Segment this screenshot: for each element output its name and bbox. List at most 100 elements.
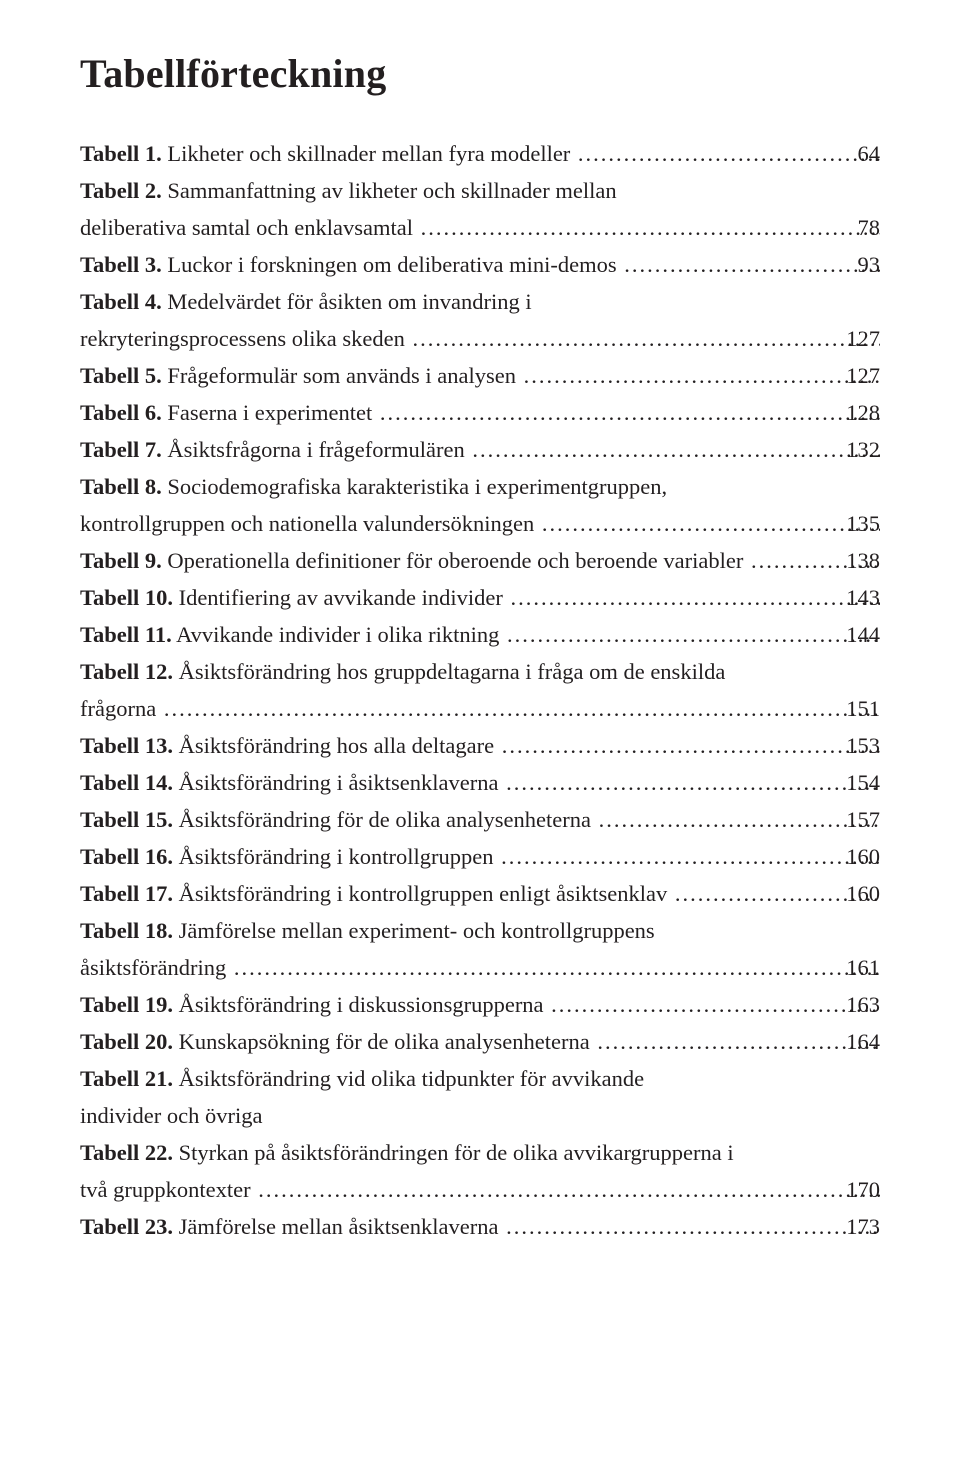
toc-entry-label: Tabell 10. (80, 585, 173, 610)
toc-entry-text: Tabell 5. Frågeformulär som används i an… (80, 363, 880, 388)
toc-entry-line: 157Tabell 15. Åsiktsförändring för de ol… (80, 801, 880, 838)
toc-entry-desc: rekryteringsprocessens olika skeden (80, 326, 405, 351)
toc-entry-label: Tabell 5. (80, 363, 162, 388)
toc-entry-line: 154Tabell 14. Åsiktsförändring i åsiktse… (80, 764, 880, 801)
toc-entry-line: Tabell 8. Sociodemografiska karakteristi… (80, 468, 880, 505)
toc-entry-label: Tabell 8. (80, 474, 162, 499)
toc-entry-label: Tabell 14. (80, 770, 173, 795)
table-of-contents: 64Tabell 1. Likheter och skillnader mell… (80, 135, 880, 1245)
toc-entry-label: Tabell 21. (80, 1066, 173, 1091)
toc-entry-line: Tabell 21. Åsiktsförändring vid olika ti… (80, 1060, 880, 1097)
toc-entry-line: 128Tabell 6. Faserna i experimentet (80, 394, 880, 431)
toc-entry-text: Tabell 7. Åsiktsfrågorna i frågeformulär… (80, 437, 880, 462)
toc-entry-desc: Åsiktsförändring vid olika tidpunkter fö… (179, 1066, 645, 1091)
toc-entry-desc: Likheter och skillnader mellan fyra mode… (167, 141, 570, 166)
toc-entry-desc: Åsiktsförändring i kontrollgruppen enlig… (179, 881, 668, 906)
toc-entry-line: 93Tabell 3. Luckor i forskningen om deli… (80, 246, 880, 283)
toc-entry-line: 78deliberativa samtal och enklavsamtal (80, 209, 880, 246)
toc-entry-desc: Åsiktsförändring i åsiktsenklaverna (179, 770, 499, 795)
toc-entry-desc: Jämförelse mellan experiment- och kontro… (179, 918, 655, 943)
toc-entry-label: Tabell 20. (80, 1029, 173, 1054)
toc-entry-desc: åsiktsförändring (80, 955, 226, 980)
toc-entry-label: Tabell 22. (80, 1140, 173, 1165)
toc-entry-line: 161åsiktsförändring (80, 949, 880, 986)
toc-entry-line: 144Tabell 11. Avvikande individer i olik… (80, 616, 880, 653)
toc-entry-line: Tabell 12. Åsiktsförändring hos gruppdel… (80, 653, 880, 690)
toc-entry-label: Tabell 4. (80, 289, 162, 314)
toc-entry-text: Tabell 16. Åsiktsförändring i kontrollgr… (80, 844, 880, 869)
toc-entry-desc: Sociodemografiska karakteristika i exper… (167, 474, 667, 499)
toc-entry-text: rekryteringsprocessens olika skeden (80, 326, 880, 351)
page-title: Tabellförteckning (80, 50, 880, 97)
toc-entry-label: Tabell 12. (80, 659, 173, 684)
toc-entry-desc: Åsiktsförändring hos alla deltagare (179, 733, 495, 758)
toc-entry-text: deliberativa samtal och enklavsamtal (80, 215, 880, 240)
toc-entry-desc: Åsiktsförändring hos gruppdeltagarna i f… (179, 659, 726, 684)
toc-entry-line: 127Tabell 5. Frågeformulär som används i… (80, 357, 880, 394)
toc-entry-label: Tabell 3. (80, 252, 162, 277)
toc-entry-label: Tabell 1. (80, 141, 162, 166)
toc-entry-desc: Jämförelse mellan åsiktsenklaverna (179, 1214, 499, 1239)
toc-entry-line: 163Tabell 19. Åsiktsförändring i diskuss… (80, 986, 880, 1023)
toc-entry-text: Tabell 3. Luckor i forskningen om delibe… (80, 252, 880, 277)
toc-entry-desc: Faserna i experimentet (167, 400, 372, 425)
toc-entry-line: 132Tabell 7. Åsiktsfrågorna i frågeformu… (80, 431, 880, 468)
toc-entry-label: Tabell 16. (80, 844, 173, 869)
toc-entry-label: Tabell 19. (80, 992, 173, 1017)
toc-entry-line: 173Tabell 23. Jämförelse mellan åsiktsen… (80, 1208, 880, 1245)
toc-entry-text: åsiktsförändring (80, 955, 880, 980)
toc-entry-text: frågorna (80, 696, 880, 721)
toc-entry-desc: Åsiktsförändring i kontrollgruppen (179, 844, 494, 869)
toc-entry-text: Tabell 15. Åsiktsförändring för de olika… (80, 807, 880, 832)
toc-entry-desc: Frågeformulär som används i analysen (167, 363, 516, 388)
toc-entry-label: Tabell 7. (80, 437, 162, 462)
toc-entry-text: Tabell 10. Identifiering av avvikande in… (80, 585, 880, 610)
toc-entry-label: Tabell 23. (80, 1214, 173, 1239)
toc-entry-desc: Medelvärdet för åsikten om invandring i (167, 289, 531, 314)
toc-entry-line: 143Tabell 10. Identifiering av avvikande… (80, 579, 880, 616)
toc-entry-label: Tabell 11. (80, 622, 172, 647)
toc-entry-label: Tabell 9. (80, 548, 162, 573)
toc-entry-line: individer och övriga (80, 1097, 880, 1134)
toc-entry-line: 160Tabell 17. Åsiktsförändring i kontrol… (80, 875, 880, 912)
toc-entry-desc: Åsiktsförändring i diskussionsgrupperna (179, 992, 544, 1017)
toc-entry-text: kontrollgruppen och nationella valunders… (80, 511, 880, 536)
toc-entry-label: Tabell 13. (80, 733, 173, 758)
toc-entry-desc: deliberativa samtal och enklavsamtal (80, 215, 413, 240)
toc-entry-label: Tabell 18. (80, 918, 173, 943)
toc-entry-line: 153Tabell 13. Åsiktsförändring hos alla … (80, 727, 880, 764)
toc-entry-line: 170två gruppkontexter (80, 1171, 880, 1208)
toc-entry-text: Tabell 23. Jämförelse mellan åsiktsenkla… (80, 1214, 880, 1239)
toc-entry-line: 64Tabell 1. Likheter och skillnader mell… (80, 135, 880, 172)
toc-entry-line: 135kontrollgruppen och nationella valund… (80, 505, 880, 542)
toc-entry-text: Tabell 13. Åsiktsförändring hos alla del… (80, 733, 880, 758)
toc-entry-desc: Åsiktsfrågorna i frågeformulären (167, 437, 464, 462)
toc-entry-text: Tabell 17. Åsiktsförändring i kontrollgr… (80, 881, 880, 906)
toc-entry-label: Tabell 17. (80, 881, 173, 906)
toc-entry-text: Tabell 9. Operationella definitioner för… (80, 548, 880, 573)
toc-entry-desc: Kunskapsökning för de olika analysenhete… (179, 1029, 590, 1054)
toc-entry-desc: kontrollgruppen och nationella valunders… (80, 511, 534, 536)
toc-entry-label: Tabell 2. (80, 178, 162, 203)
toc-entry-text: två gruppkontexter (80, 1177, 880, 1202)
toc-entry-text: Tabell 11. Avvikande individer i olika r… (80, 622, 880, 647)
toc-entry-desc: Luckor i forskningen om deliberativa min… (167, 252, 616, 277)
toc-entry-label: Tabell 6. (80, 400, 162, 425)
toc-entry-desc: Operationella definitioner för oberoende… (167, 548, 743, 573)
toc-entry-line: Tabell 2. Sammanfattning av likheter och… (80, 172, 880, 209)
toc-entry-line: 138Tabell 9. Operationella definitioner … (80, 542, 880, 579)
toc-entry-line: 151frågorna (80, 690, 880, 727)
toc-entry-desc: Åsiktsförändring för de olika analysenhe… (179, 807, 591, 832)
toc-entry-text: Tabell 6. Faserna i experimentet (80, 400, 880, 425)
toc-entry-line: 164Tabell 20. Kunskapsökning för de olik… (80, 1023, 880, 1060)
toc-entry-line: 160Tabell 16. Åsiktsförändring i kontrol… (80, 838, 880, 875)
toc-entry-line: Tabell 22. Styrkan på åsiktsförändringen… (80, 1134, 880, 1171)
toc-entry-label: Tabell 15. (80, 807, 173, 832)
toc-entry-text: Tabell 19. Åsiktsförändring i diskussion… (80, 992, 880, 1017)
toc-entry-desc: Sammanfattning av likheter och skillnade… (167, 178, 616, 203)
toc-entry-desc: två gruppkontexter (80, 1177, 251, 1202)
toc-entry-desc: individer och övriga (80, 1103, 262, 1128)
toc-entry-line: Tabell 18. Jämförelse mellan experiment-… (80, 912, 880, 949)
toc-entry-text: Tabell 14. Åsiktsförändring i åsiktsenkl… (80, 770, 880, 795)
toc-entry-line: 127rekryteringsprocessens olika skeden (80, 320, 880, 357)
